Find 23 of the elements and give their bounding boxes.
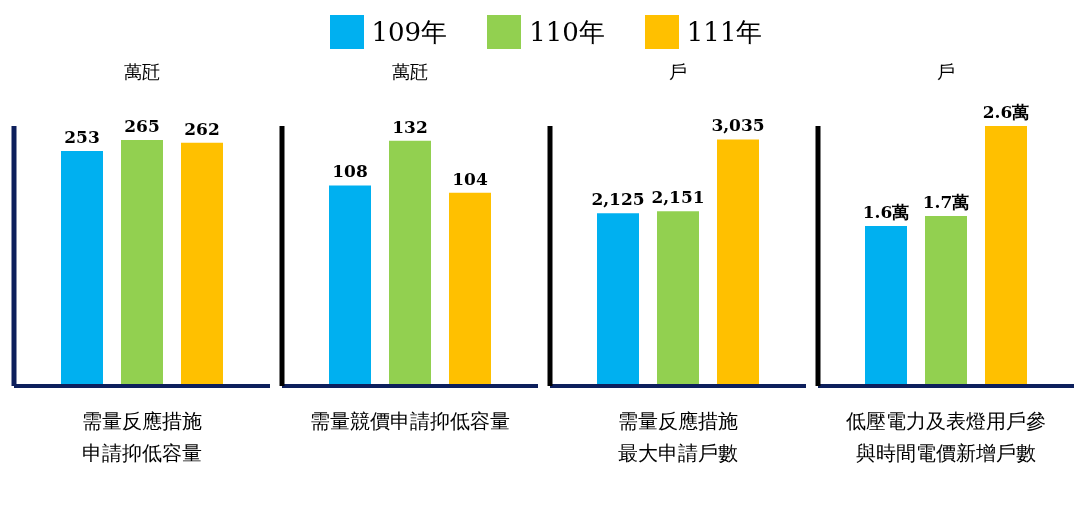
legend-label: 111年: [686, 15, 763, 49]
x-tick-label: 需量競價申請抑低容量: [310, 409, 510, 433]
data-label: 253: [64, 127, 100, 148]
x-tick-label: 需量反應措施申請抑低容量: [82, 409, 202, 465]
data-label: 1.6萬: [862, 202, 910, 222]
y-axis-title: 戶: [668, 60, 688, 84]
data-label: 132: [392, 116, 428, 137]
y-axis-title: 萬瓩: [123, 60, 161, 84]
y-axis-title: 萬瓩: [391, 60, 429, 84]
legend-label: 110年: [529, 15, 605, 49]
x-tick-label: 低壓電力及表燈用戶參與時間電價新增戶數: [846, 409, 1046, 465]
data-label: 3,035: [711, 115, 765, 136]
y-axis-title: 戶: [936, 60, 956, 84]
data-label: 265: [124, 115, 160, 136]
data-label: 2,151: [651, 187, 705, 208]
data-label: 2,125: [591, 189, 645, 210]
x-tick-label: 需量反應措施最大申請戶數: [618, 409, 738, 465]
data-label: 2.6萬: [982, 102, 1030, 122]
data-label: 108: [332, 161, 368, 182]
data-label: 1.7萬: [922, 192, 970, 212]
data-label: 262: [184, 118, 220, 139]
legend-label: 109年: [371, 15, 448, 49]
data-label: 104: [452, 168, 488, 189]
